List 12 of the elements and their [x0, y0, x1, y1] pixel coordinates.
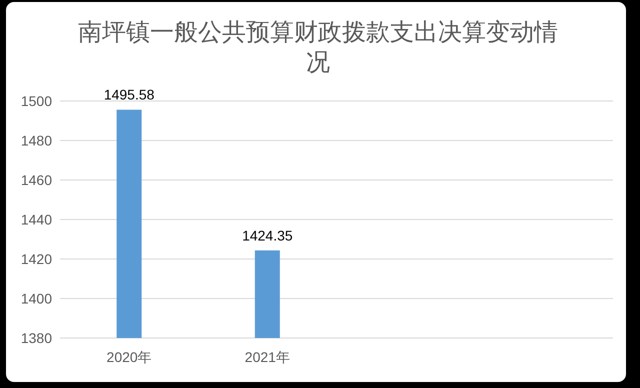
y-tick-label: 1460 [20, 172, 52, 188]
y-tick-label: 1380 [20, 330, 52, 346]
y-tick-label: 1500 [20, 93, 52, 109]
title: 南坪镇一般公共预算财政拨款支出决算变动情况 [78, 19, 558, 76]
data-label: 1495.58 [104, 86, 155, 103]
x-tick-label: 2020年 [106, 349, 152, 365]
y-tick-label: 1440 [20, 212, 52, 228]
y-tick-label: 1420 [20, 251, 52, 267]
data-label: 1424.35 [242, 227, 293, 244]
y-tick-label: 1480 [20, 132, 52, 148]
y-tick-label: 1400 [20, 290, 52, 306]
x-tick-label: 2021年 [244, 349, 290, 365]
